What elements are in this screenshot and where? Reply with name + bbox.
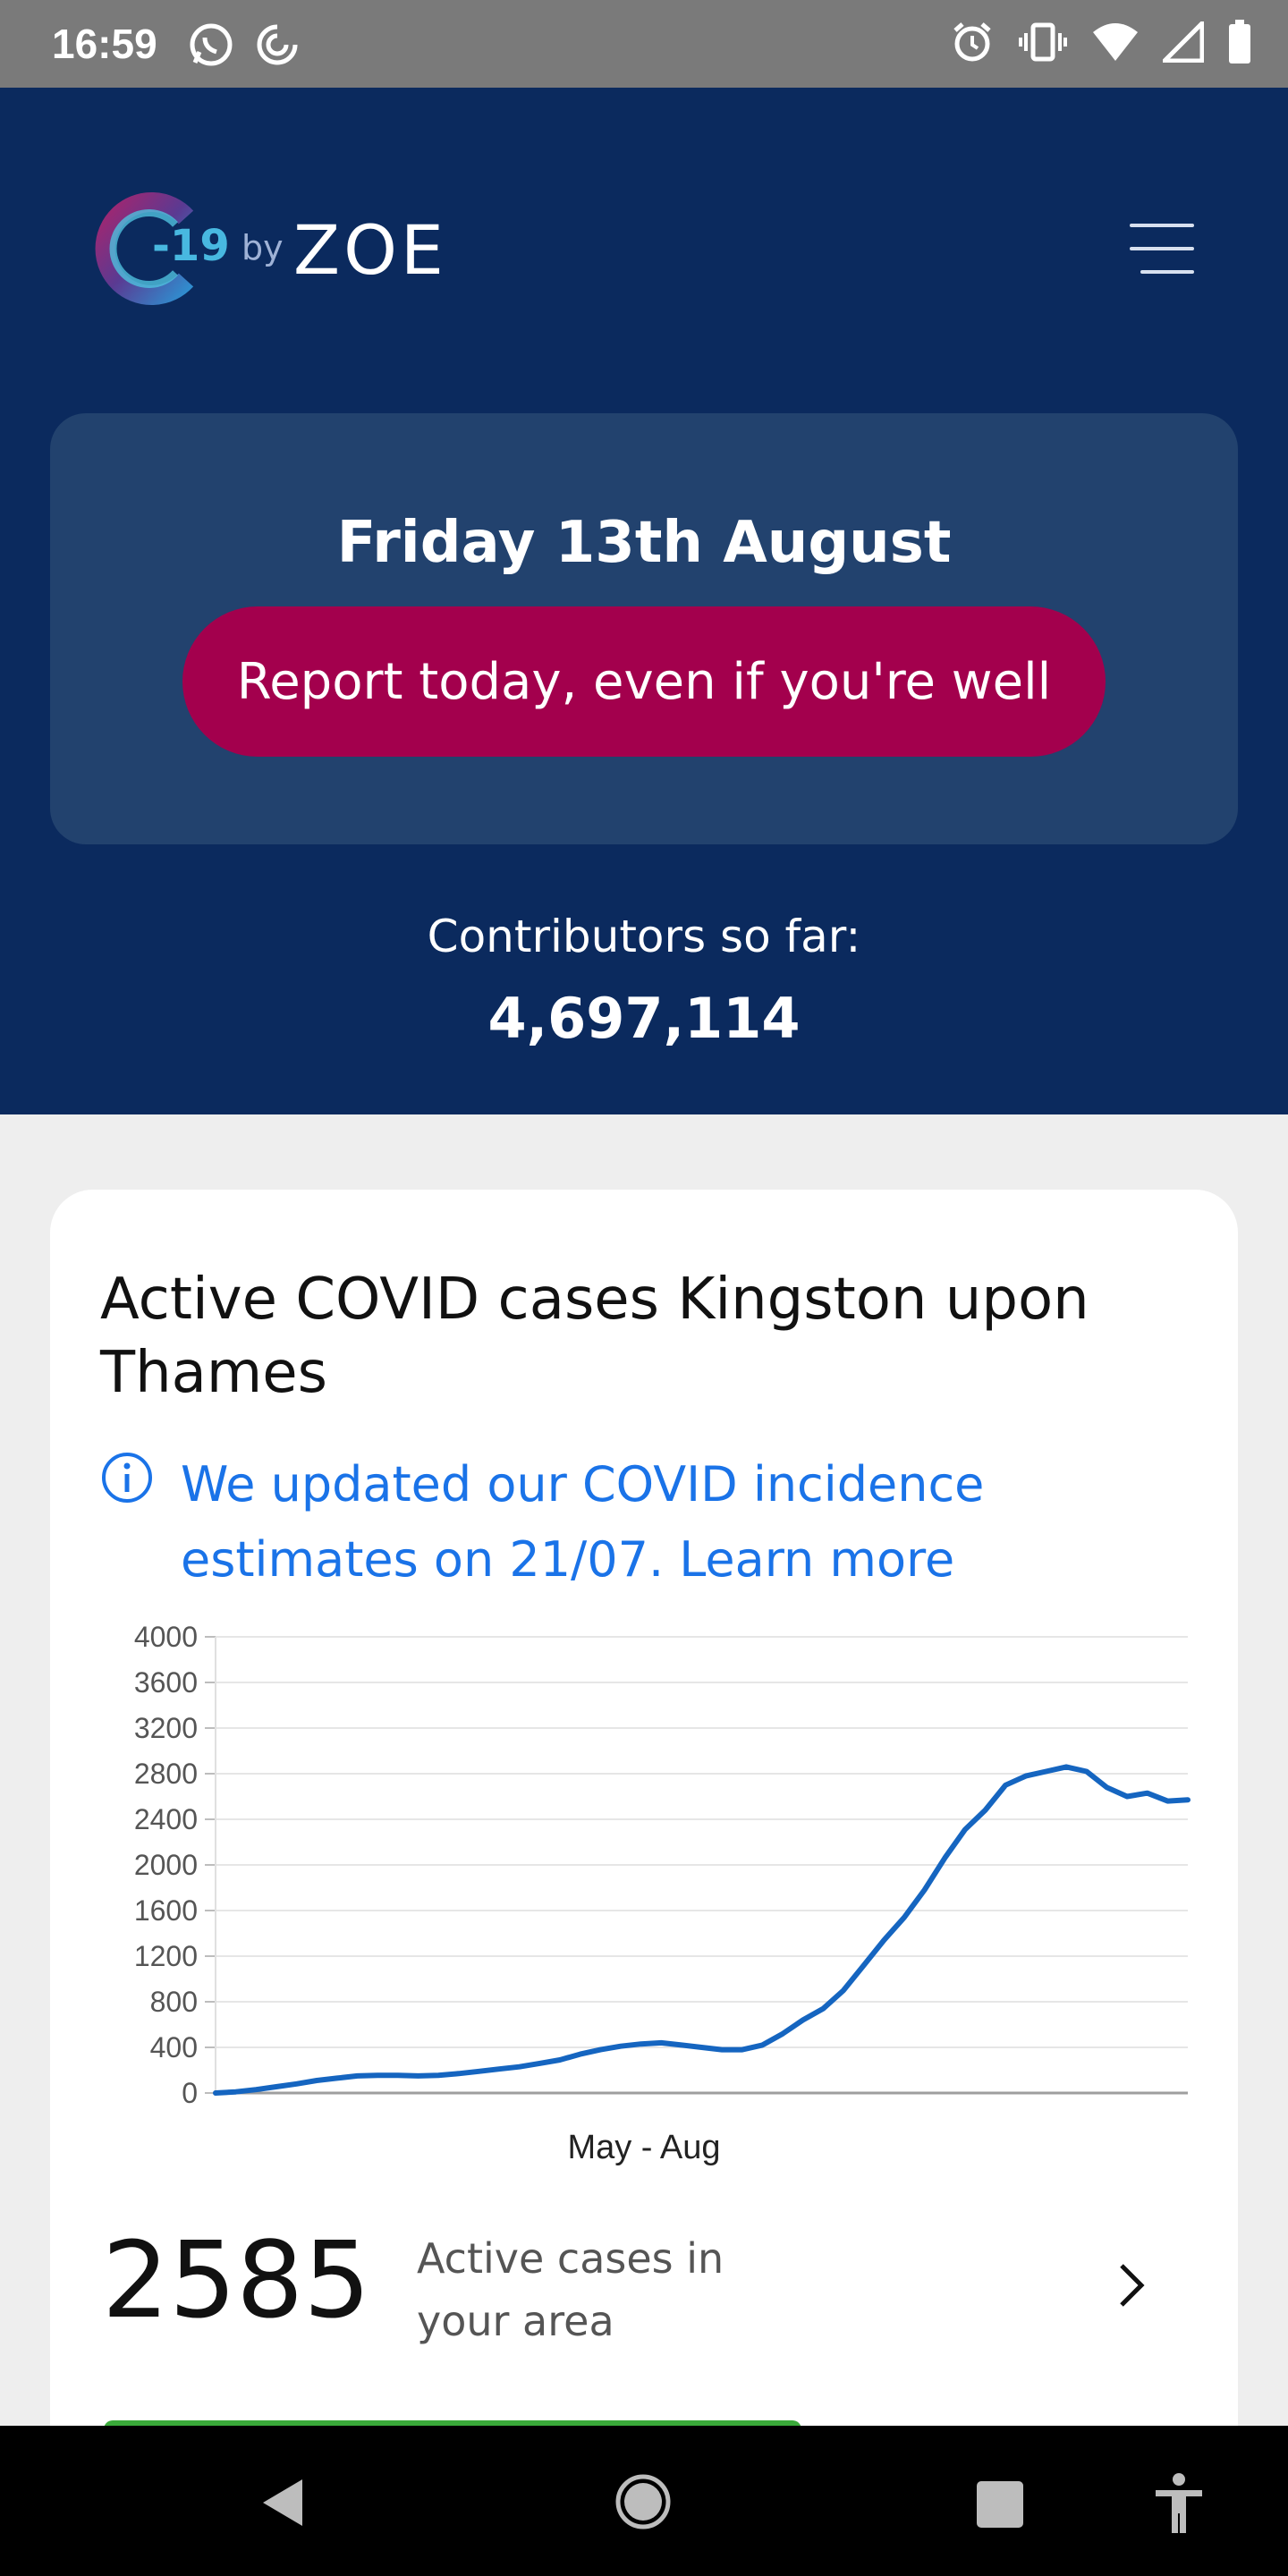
y-tick-label: 1200	[134, 1940, 198, 1972]
learn-more-link[interactable]: We updated our COVID incidence estimates…	[181, 1456, 985, 1588]
report-card: Friday 13th August Report today, even if…	[50, 413, 1238, 844]
menu-line	[1140, 270, 1194, 274]
accessibility-icon[interactable]	[1154, 2472, 1204, 2535]
status-time: 16:59	[52, 21, 157, 67]
logo-mark: -19	[152, 221, 230, 271]
recents-icon[interactable]	[975, 2479, 1025, 2529]
y-tick-label: 400	[150, 2031, 198, 2063]
whatsapp-icon	[190, 23, 233, 66]
alarm-icon	[953, 22, 991, 62]
cases-card-title: Active COVID cases Kingston upon Thames	[100, 1267, 1089, 1406]
menu-line	[1130, 224, 1194, 227]
status-bar: 16:59	[0, 0, 1288, 88]
y-tick-label: 4000	[134, 1621, 198, 1653]
chart-x-label: May - Aug	[567, 2129, 721, 2166]
menu-line	[1130, 247, 1194, 250]
wifi-icon	[1093, 23, 1138, 61]
battery-icon	[1229, 20, 1250, 64]
active-cases-label: Active cases in your area	[417, 2234, 724, 2345]
status-left-icons	[188, 21, 301, 68]
y-tick-label: 1600	[134, 1894, 198, 1927]
info-icon	[102, 1453, 152, 1503]
y-tick-label: 2000	[134, 1849, 198, 1881]
report-today-button[interactable]: Report today, even if you're well	[182, 606, 1106, 757]
signal-icon	[1163, 21, 1204, 63]
sync-icon	[257, 24, 298, 65]
y-tick-label: 800	[150, 1986, 198, 2018]
vibrate-icon	[1019, 22, 1067, 62]
y-tick-label: 0	[182, 2077, 198, 2109]
logo-c-icon	[95, 192, 194, 305]
y-tick-label: 3200	[134, 1712, 198, 1744]
home-icon[interactable]	[614, 2472, 673, 2531]
system-nav-bar	[0, 2426, 1288, 2576]
active-cases-line	[213, 1764, 1191, 2096]
report-date: Friday 13th August	[336, 510, 952, 576]
covid-zoe-logo: -19 by ZOE	[89, 191, 465, 307]
app-header: -19 by ZOE Friday 13th August Report tod…	[0, 88, 1288, 1114]
contributors-label: Contributors so far:	[427, 911, 861, 962]
hamburger-menu-icon[interactable]	[1123, 222, 1194, 275]
logo-brand: ZOE	[293, 210, 447, 290]
contributors-count: 4,697,114	[487, 986, 801, 1051]
active-cases-count: 2585	[102, 2218, 371, 2342]
chevron-right-icon[interactable]	[1114, 2258, 1150, 2312]
y-tick-label: 2800	[134, 1758, 198, 1790]
status-right-icons	[950, 20, 1252, 64]
y-tick-label: 3600	[134, 1666, 198, 1699]
back-icon[interactable]	[258, 2476, 308, 2529]
logo-by: by	[242, 228, 284, 267]
active-cases-card: Active COVID cases Kingston upon Thames …	[50, 1190, 1238, 2513]
y-tick-label: 2400	[134, 1803, 198, 1835]
